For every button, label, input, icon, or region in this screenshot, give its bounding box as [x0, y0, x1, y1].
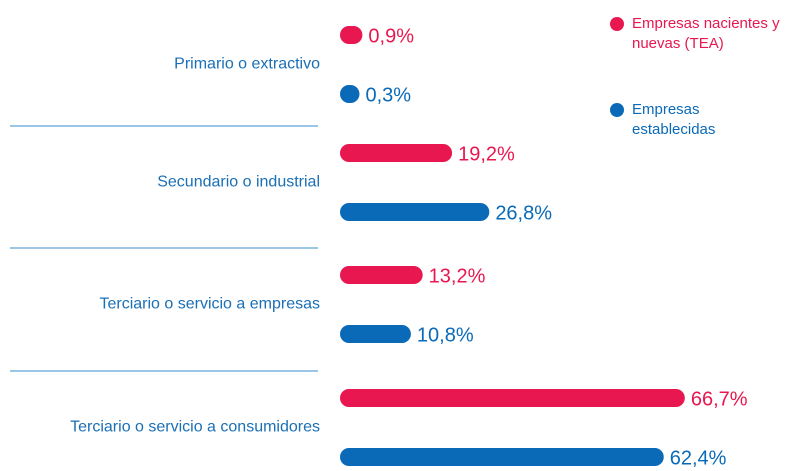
legend-swatch — [610, 17, 624, 31]
value-label: 0,3% — [365, 84, 411, 106]
value-label: 0,9% — [368, 25, 414, 47]
category-label: Terciario o servicio a consumidores — [70, 419, 320, 436]
legend-item: Empresas establecidas — [606, 100, 782, 140]
value-label: 19,2% — [458, 143, 515, 165]
legend-swatch — [610, 103, 624, 117]
bar — [340, 26, 363, 44]
legend-item: Empresas nacientes y nuevas (TEA) — [606, 14, 782, 54]
value-label: 13,2% — [429, 265, 486, 287]
bar — [340, 389, 685, 407]
category-label: Terciario o servicio a empresas — [99, 296, 320, 313]
bar — [340, 144, 453, 162]
legend-label: Empresas establecidas — [632, 101, 716, 138]
value-label: 10,8% — [417, 324, 474, 346]
category-label: Primario o extractivo — [174, 56, 320, 73]
value-label: 62,4% — [670, 447, 727, 469]
legend-label: Empresas nacientes y nuevas (TEA) — [632, 15, 780, 52]
bar — [340, 448, 664, 466]
bar — [340, 325, 411, 343]
bar — [340, 266, 423, 284]
value-label: 66,7% — [691, 388, 748, 410]
bar — [340, 85, 360, 103]
bar — [340, 203, 490, 221]
value-label: 26,8% — [495, 202, 552, 224]
category-label: Secundario o industrial — [157, 174, 320, 191]
